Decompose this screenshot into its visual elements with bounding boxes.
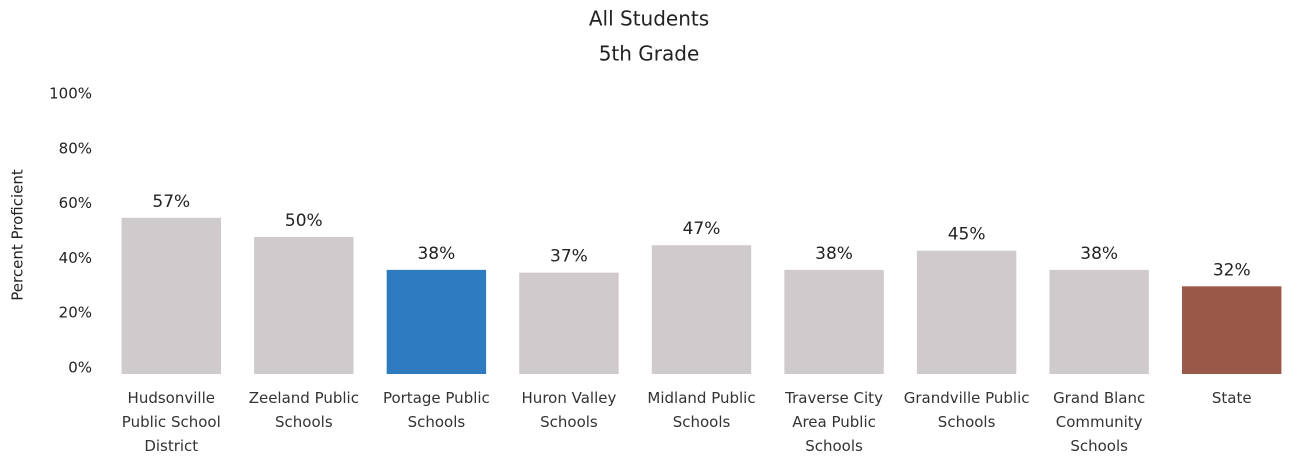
x-tick-label: Midland Public Schools (647, 389, 756, 431)
x-tick-label: State (1211, 389, 1252, 407)
bar (916, 250, 1017, 374)
bar (651, 245, 752, 374)
bar (519, 272, 619, 374)
x-tick-label: Portage Public Schools (382, 389, 490, 431)
x-tick-label: Hudsonville Public School District (121, 389, 221, 455)
y-tick-label: 20% (59, 304, 92, 322)
value-label: 37% (550, 247, 588, 267)
x-tick-label: Traverse City Area Public Schools (785, 389, 883, 455)
bar (1182, 286, 1282, 374)
value-label: 32% (1213, 260, 1251, 280)
y-tick-label: 60% (59, 194, 92, 212)
value-label: 57% (152, 192, 190, 212)
bar (386, 269, 487, 374)
bar (121, 217, 221, 374)
y-axis-label: Percent Proficient (9, 169, 27, 301)
x-tick-label: Huron Valley Schools (521, 389, 617, 431)
value-label: 38% (417, 244, 455, 264)
chart-subtitle: 5th Grade (599, 42, 700, 66)
value-label: 50% (285, 211, 323, 231)
value-label: 47% (683, 219, 721, 239)
y-tick-label: 100% (49, 85, 92, 103)
bar (254, 237, 354, 374)
x-tick-label: Grand Blanc Community Schools (1053, 389, 1146, 455)
value-label: 38% (815, 244, 853, 264)
value-label: 38% (1080, 244, 1118, 264)
y-tick-label: 0% (68, 359, 92, 377)
value-label: 45% (948, 225, 986, 245)
x-tick-label: Zeeland Public Schools (248, 389, 359, 431)
y-tick-label: 80% (59, 139, 92, 157)
bar (1049, 269, 1149, 374)
bar (784, 269, 884, 374)
y-tick-label: 40% (59, 249, 92, 267)
x-tick-label: Grandville Public Schools (903, 389, 1030, 431)
chart-title: All Students (589, 7, 709, 31)
